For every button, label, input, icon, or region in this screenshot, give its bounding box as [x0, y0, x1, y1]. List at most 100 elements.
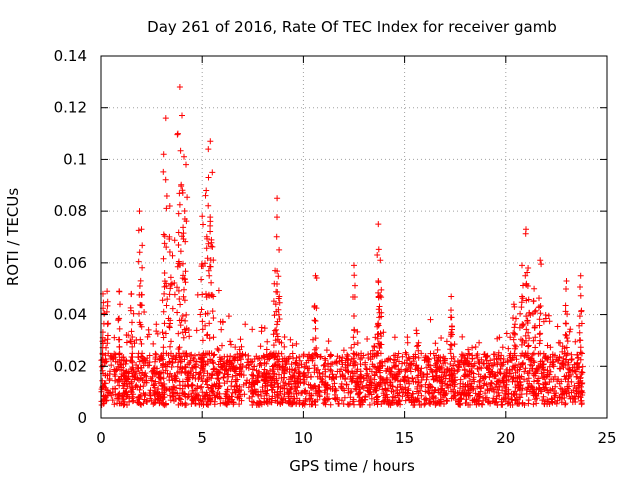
- data-point: [161, 240, 168, 247]
- data-point: [495, 352, 502, 359]
- data-point: [166, 236, 173, 242]
- data-point: [261, 366, 268, 373]
- data-point: [404, 339, 411, 346]
- data-point: [570, 387, 577, 394]
- data-point: [215, 376, 222, 383]
- data-point: [229, 389, 236, 396]
- data-point: [152, 354, 159, 361]
- data-point: [536, 295, 542, 302]
- data-point: [557, 385, 564, 392]
- data-point: [539, 358, 546, 365]
- data-point: [291, 375, 298, 381]
- data-point: [448, 293, 455, 300]
- data-point: [280, 374, 287, 381]
- data-point: [538, 261, 545, 268]
- data-point: [152, 358, 158, 365]
- data-point: [154, 369, 161, 376]
- data-point: [539, 397, 546, 404]
- data-point: [168, 350, 174, 357]
- data-point: [344, 401, 351, 408]
- data-point: [268, 386, 275, 393]
- data-point: [351, 351, 358, 358]
- data-point: [226, 363, 233, 370]
- data-point: [396, 389, 403, 396]
- data-point: [321, 396, 328, 403]
- data-point: [566, 373, 573, 380]
- data-point: [305, 381, 312, 388]
- y-tick-label: 0.06: [54, 254, 87, 272]
- data-points: [98, 84, 586, 409]
- data-point: [436, 399, 443, 406]
- data-point: [392, 362, 399, 369]
- data-point: [429, 394, 436, 401]
- data-point: [174, 309, 181, 316]
- data-point: [311, 302, 318, 309]
- data-point: [242, 321, 249, 328]
- data-point: [525, 343, 532, 350]
- data-point: [222, 390, 229, 397]
- data-point: [161, 278, 168, 285]
- data-point: [167, 317, 174, 324]
- data-point: [261, 378, 268, 385]
- data-point: [516, 394, 523, 401]
- data-point: [181, 275, 188, 282]
- data-point: [237, 336, 244, 343]
- data-point: [448, 342, 455, 349]
- data-point: [180, 334, 187, 341]
- data-point: [369, 347, 376, 354]
- x-tick-labels: 0 5 10 15 20 25: [96, 429, 616, 447]
- data-point: [286, 389, 293, 396]
- data-point: [169, 252, 176, 259]
- data-point: [474, 365, 481, 372]
- data-point: [475, 358, 482, 365]
- data-point: [180, 224, 187, 231]
- data-point: [175, 287, 182, 294]
- data-point: [373, 394, 380, 401]
- data-point: [445, 384, 452, 391]
- data-point: [179, 366, 186, 373]
- data-point: [150, 382, 157, 389]
- data-point: [163, 205, 170, 212]
- data-point: [356, 394, 363, 401]
- data-point: [526, 309, 533, 316]
- data-point: [358, 354, 365, 361]
- data-point: [227, 353, 234, 360]
- data-point: [271, 280, 278, 287]
- data-point: [182, 268, 189, 275]
- data-point: [245, 352, 252, 359]
- data-point: [578, 350, 585, 357]
- data-point: [209, 371, 216, 378]
- data-point: [199, 337, 206, 344]
- data-point: [572, 399, 579, 405]
- data-point: [311, 362, 318, 369]
- data-point: [311, 350, 318, 357]
- data-point: [300, 352, 307, 359]
- data-point: [556, 353, 563, 360]
- data-point: [168, 338, 174, 345]
- data-point: [111, 334, 118, 341]
- data-point: [227, 338, 234, 345]
- data-point: [573, 390, 580, 397]
- data-point: [458, 353, 465, 360]
- data-point: [344, 368, 351, 375]
- data-point: [123, 388, 130, 395]
- data-point: [210, 366, 217, 373]
- data-point: [180, 272, 187, 279]
- data-point: [564, 311, 571, 318]
- data-point: [118, 373, 125, 380]
- data-point: [202, 322, 209, 329]
- data-point: [245, 384, 252, 391]
- data-point: [123, 369, 130, 376]
- data-point: [533, 386, 540, 393]
- data-point: [448, 355, 455, 362]
- data-point: [367, 388, 374, 395]
- data-point: [389, 397, 396, 404]
- data-point: [210, 334, 217, 341]
- data-point: [192, 375, 199, 382]
- data-point: [568, 351, 575, 358]
- data-point: [160, 361, 167, 368]
- data-point: [108, 354, 115, 361]
- data-point: [232, 344, 239, 351]
- data-point: [574, 373, 581, 380]
- y-tick-label: 0.1: [63, 150, 87, 168]
